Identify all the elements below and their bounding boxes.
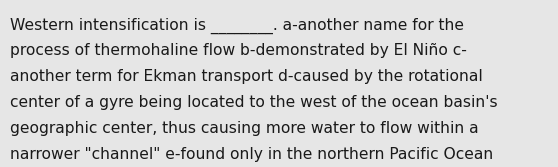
Text: geographic center, thus causing more water to flow within a: geographic center, thus causing more wat… — [10, 121, 479, 136]
Text: process of thermohaline flow b-demonstrated by El Niño c-: process of thermohaline flow b-demonstra… — [10, 43, 467, 58]
Text: Western intensification is ________. a-another name for the: Western intensification is ________. a-a… — [10, 18, 464, 34]
Text: center of a gyre being located to the west of the ocean basin's: center of a gyre being located to the we… — [10, 95, 498, 110]
Text: another term for Ekman transport d-caused by the rotational: another term for Ekman transport d-cause… — [10, 69, 483, 84]
Text: narrower "channel" e-found only in the northern Pacific Ocean: narrower "channel" e-found only in the n… — [10, 147, 493, 162]
